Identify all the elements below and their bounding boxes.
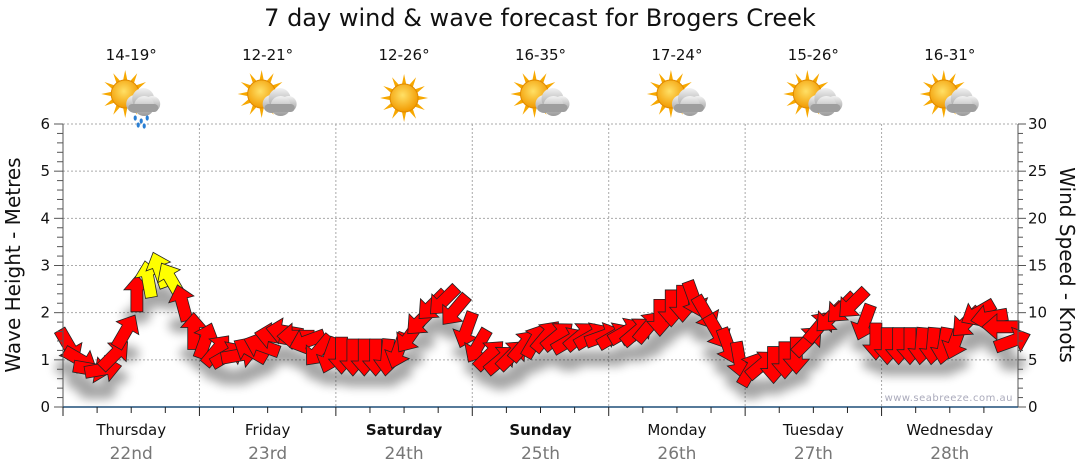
sun-cloud-icon xyxy=(646,70,706,118)
right-tick-label: 20 xyxy=(1028,209,1047,227)
day-label: Tuesday xyxy=(782,421,844,439)
sun-ray xyxy=(380,95,392,101)
sun-ray xyxy=(919,91,931,97)
sun-ray xyxy=(401,74,407,86)
sun-cloud-rain-icon xyxy=(101,70,161,129)
right-tick-label: 10 xyxy=(1028,304,1047,322)
rain-drop xyxy=(145,115,149,121)
cloud xyxy=(126,88,161,116)
sun-ray xyxy=(510,91,522,97)
sun-ray xyxy=(416,95,429,101)
cloud xyxy=(671,88,706,116)
temperature-range: 17-24° xyxy=(651,46,702,64)
wind-arrow xyxy=(981,312,1020,341)
left-tick-label: 5 xyxy=(40,162,50,180)
sun-ray xyxy=(259,70,264,82)
sun-ray xyxy=(101,91,113,97)
temperature-range: 14-19° xyxy=(106,46,157,64)
cloud-base xyxy=(128,104,159,112)
sun-ray xyxy=(941,70,947,82)
sun-ray xyxy=(259,106,264,118)
day-label: Wednesday xyxy=(906,421,993,439)
cloud xyxy=(944,88,979,116)
sun-ray xyxy=(783,91,795,97)
date-label: 25th xyxy=(521,444,560,464)
right-tick-label: 0 xyxy=(1028,398,1038,416)
sun-ray xyxy=(646,91,659,97)
cloud-base xyxy=(264,104,295,112)
rain-drop xyxy=(133,115,137,121)
rain-drop xyxy=(142,123,146,129)
left-tick-label: 6 xyxy=(40,115,50,133)
sun-ray xyxy=(122,106,128,118)
day-label: Saturday xyxy=(366,421,443,439)
day-label: Sunday xyxy=(509,421,572,439)
date-label: 24th xyxy=(385,444,424,464)
cloud xyxy=(535,88,570,116)
left-axis-label: Wave Height - Metres xyxy=(1,157,25,372)
date-label: 26th xyxy=(657,444,696,464)
sun-cloud-icon xyxy=(237,70,297,118)
sun-icon xyxy=(380,74,429,122)
cloud-base xyxy=(810,104,841,112)
arrow-shadow xyxy=(998,354,1027,371)
day-label: Monday xyxy=(647,421,706,439)
wind-arrow xyxy=(442,291,472,325)
watermark: www.seabreeze.com.au xyxy=(885,393,1013,404)
right-axis-label: Wind Speed - Knots xyxy=(1055,167,1079,363)
chart-title: 7 day wind & wave forecast for Brogers C… xyxy=(264,4,816,32)
right-tick-label: 5 xyxy=(1028,351,1038,369)
sun-ray xyxy=(122,70,128,82)
sun-ray xyxy=(401,110,407,122)
left-tick-label: 0 xyxy=(40,398,50,416)
sun-ray xyxy=(668,106,674,118)
sun-ray xyxy=(532,106,537,118)
arrow-shadow xyxy=(941,354,970,371)
cloud-base xyxy=(537,104,568,112)
sun-cloud-icon xyxy=(919,70,979,118)
wind-arrow xyxy=(464,326,493,363)
wind-arrow xyxy=(243,331,282,358)
arrow-shadow xyxy=(88,383,117,400)
temperature-range: 12-21° xyxy=(242,46,293,64)
right-tick-label: 15 xyxy=(1028,257,1047,275)
left-tick-label: 4 xyxy=(40,209,50,227)
cloud-base xyxy=(946,104,977,112)
sun-ray xyxy=(532,70,537,82)
sun-ray xyxy=(805,70,810,82)
day-label: Thursday xyxy=(95,421,166,439)
cloud xyxy=(262,88,297,116)
date-label: 23rd xyxy=(248,444,287,464)
wind-arrow xyxy=(839,285,871,318)
temperature-range: 16-35° xyxy=(515,46,566,64)
temperature-range: 12-26° xyxy=(379,46,430,64)
left-tick-label: 3 xyxy=(40,257,50,275)
sun-ray xyxy=(805,106,810,118)
sun-ray xyxy=(941,106,947,118)
wind-arrow xyxy=(110,314,140,351)
temperature-range: 15-26° xyxy=(788,46,839,64)
right-tick-label: 30 xyxy=(1028,115,1047,133)
rain-drop xyxy=(139,118,143,124)
date-label: 28th xyxy=(930,444,969,464)
sun-cloud-icon xyxy=(783,70,843,118)
sun-disc xyxy=(389,83,419,113)
left-tick-label: 1 xyxy=(40,351,50,369)
wind-arrow xyxy=(452,310,479,349)
cloud xyxy=(808,88,843,116)
cloud-base xyxy=(673,104,704,112)
sun-ray xyxy=(237,91,249,97)
rain-drop xyxy=(136,122,140,128)
right-tick-label: 25 xyxy=(1028,162,1047,180)
day-label: Friday xyxy=(245,421,291,439)
temperature-range: 16-31° xyxy=(924,46,975,64)
date-label: 22nd xyxy=(110,444,153,464)
sun-cloud-icon xyxy=(510,70,570,118)
wind-arrow xyxy=(992,326,1031,354)
left-tick-label: 2 xyxy=(40,304,50,322)
date-label: 27th xyxy=(794,444,833,464)
sun-ray xyxy=(668,70,674,82)
